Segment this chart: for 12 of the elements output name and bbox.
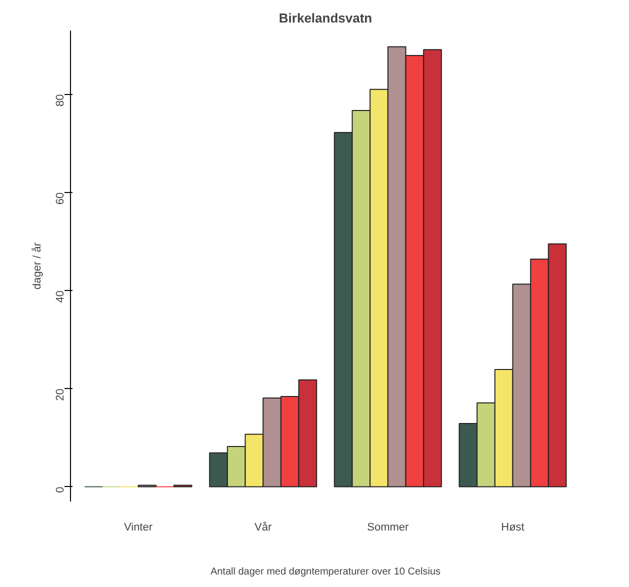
- x-tick-label: Vinter: [124, 522, 153, 534]
- x-tick-label: Høst: [501, 522, 524, 534]
- x-axis-title: Antall dager med døgntemperaturer over 10 Celsius: [210, 566, 441, 578]
- y-axis-title: dager / år: [32, 242, 44, 290]
- y-tick-label: 40: [54, 290, 66, 303]
- y-tick-label: 80: [54, 94, 66, 107]
- x-tick-label: Vår: [254, 522, 272, 534]
- x-tick-label: Sommer: [367, 522, 410, 534]
- chart-title: Birkelandsvatn: [278, 10, 372, 26]
- y-tick-label: 60: [54, 192, 66, 205]
- y-tick-label: 20: [54, 388, 66, 401]
- y-tick-label: 0: [54, 486, 66, 493]
